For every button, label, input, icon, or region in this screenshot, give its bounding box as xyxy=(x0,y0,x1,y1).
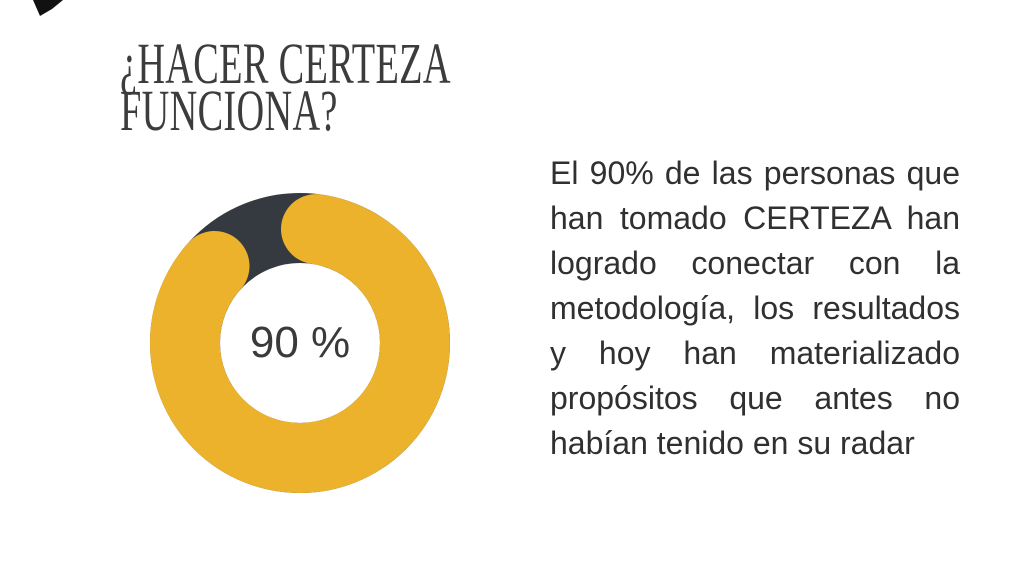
corner-decoration-icon xyxy=(33,0,63,16)
donut-center-label: 90 % xyxy=(249,318,351,367)
slide-title: ¿HACER CERTEZA FUNCIONA? xyxy=(120,31,449,143)
donut-segment-value xyxy=(150,194,450,493)
body-paragraph: El 90% de las personas que han tomado CE… xyxy=(550,155,960,461)
donut-chart-svg xyxy=(150,193,450,493)
donut-chart: 90 % xyxy=(145,188,455,498)
